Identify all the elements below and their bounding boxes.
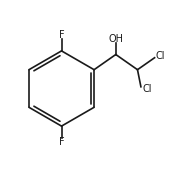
Text: OH: OH (108, 34, 123, 44)
Text: F: F (59, 30, 64, 40)
Text: F: F (59, 137, 64, 147)
Text: Cl: Cl (156, 51, 165, 61)
Text: Cl: Cl (143, 84, 152, 93)
